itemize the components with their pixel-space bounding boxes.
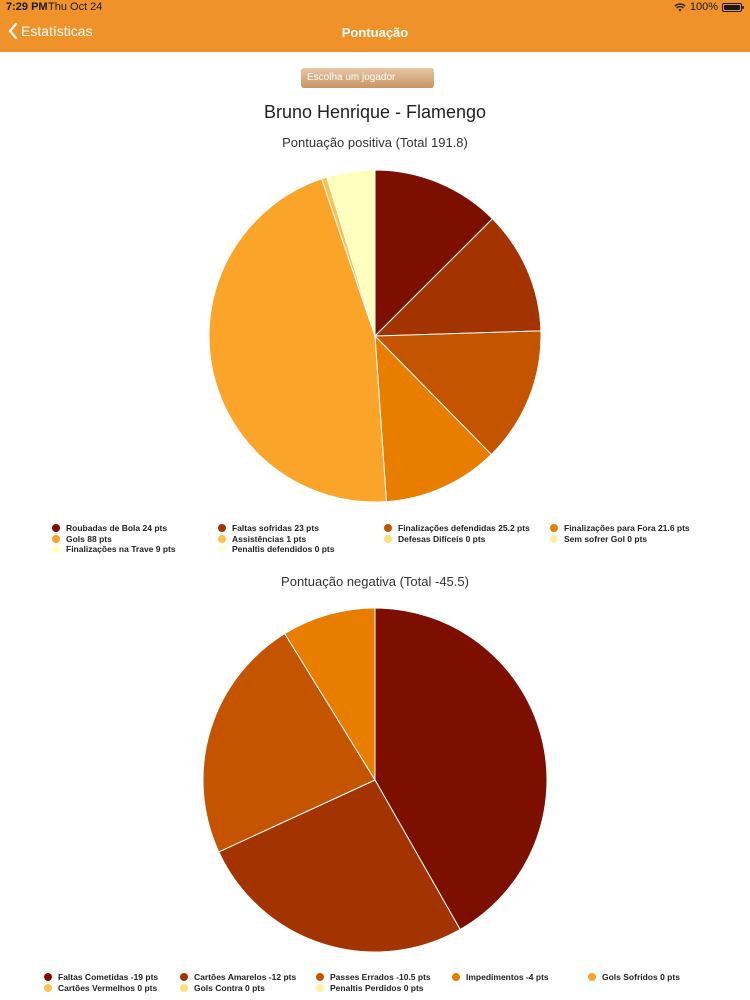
positive-legend-item: Gols 88 pts xyxy=(52,534,112,544)
negative-legend-swatch xyxy=(452,973,460,981)
positive-legend-item: Faltas sofridas 23 pts xyxy=(218,523,319,533)
positive-legend-label: Sem sofrer Gol 0 pts xyxy=(564,533,648,544)
positive-legend-item: Assistências 1 pts xyxy=(218,534,306,544)
negative-slice-2 xyxy=(202,632,376,853)
negative-slice-3 xyxy=(284,607,376,782)
positive-legend-item: Defesas Difíceis 0 pts xyxy=(384,534,485,544)
page-title: Pontuação xyxy=(341,25,409,40)
negative-legend-item: Faltas Cometidas -19 pts xyxy=(44,972,158,982)
positive-legend-item: Finalizações defendidas 25.2 pts xyxy=(384,523,530,533)
positive-legend-label: Penaltis defendidos 0 pts xyxy=(232,544,335,554)
positive-legend-item: Finalizações para Fora 21.6 pts xyxy=(550,523,690,533)
positive-slice-4 xyxy=(208,178,387,503)
positive-legend-swatch xyxy=(384,524,392,532)
negative-legend-label: Cartões Amarelos -12 pts xyxy=(194,972,297,982)
positive-slice-2 xyxy=(373,330,542,456)
positive-legend-swatch xyxy=(384,534,392,543)
positive-slice-3 xyxy=(374,334,493,503)
player-title: Bruno Henrique - Flamengo xyxy=(263,102,487,122)
positive-legend-item: Penaltis defendidos 0 pts xyxy=(218,544,335,554)
positive-legend-label: Finalizações defendidas 25.2 pts xyxy=(398,523,530,533)
positive-legend-label: Faltas sofridas 23 pts xyxy=(232,523,319,533)
negative-legend-label: Penaltis Perdidos 0 pts xyxy=(330,983,424,993)
negative-legend-item: Gols Contra 0 pts xyxy=(180,983,265,993)
positive-legend-label: Gols 88 pts xyxy=(66,533,112,544)
wifi-icon xyxy=(674,2,686,11)
negative-legend-item: Cartões Vermelhos 0 pts xyxy=(44,983,157,993)
positive-legend-label: Defesas Difíceis 0 pts xyxy=(398,533,486,544)
negative-legend-swatch xyxy=(44,973,52,981)
positive-legend-item: Sem sofrer Gol 0 pts xyxy=(550,534,647,544)
positive-pie-chart xyxy=(208,169,542,503)
negative-legend-item: Passes Errados -10.5 pts xyxy=(316,972,431,982)
positive-legend-item: Finalizações na Trave 9 pts xyxy=(52,544,176,554)
chevron-left-icon xyxy=(8,23,18,39)
player-picker-button[interactable]: Escolha um jogador xyxy=(301,68,434,88)
status-date: Thu Oct 24 xyxy=(48,1,103,13)
positive-legend-swatch xyxy=(218,534,226,543)
negative-legend-swatch xyxy=(316,973,324,981)
negative-legend-item: Gols Sofridos 0 pts xyxy=(588,972,680,982)
positive-legend-label: Roubadas de Bola 24 pts xyxy=(66,523,168,533)
positive-legend-label: Assistências 1 pts xyxy=(232,533,307,544)
negative-legend-swatch xyxy=(588,973,596,981)
negative-legend-label: Passes Errados -10.5 pts xyxy=(330,972,431,982)
top-bar: 7:29 PM Thu Oct 24 100% Estatísticas Pon… xyxy=(0,0,750,52)
positive-legend-swatch xyxy=(52,545,60,553)
negative-slice-0 xyxy=(374,607,548,931)
navigation-bar: Estatísticas Pontuação xyxy=(0,14,750,52)
negative-legend-item: Cartões Amarelos -12 pts xyxy=(180,972,296,982)
positive-slice-0 xyxy=(374,169,494,338)
negative-legend-label: Impedimentos -4 pts xyxy=(466,972,549,982)
negative-legend-item: Impedimentos -4 pts xyxy=(452,972,549,982)
positive-legend-swatch xyxy=(52,524,60,532)
positive-chart-title: Pontuação positiva (Total 191.8) xyxy=(282,135,468,150)
back-button-label: Estatísticas xyxy=(21,23,93,39)
status-time: 7:29 PM xyxy=(6,1,48,13)
negative-pie-chart xyxy=(202,607,548,953)
negative-slice-1 xyxy=(218,779,461,953)
negative-legend-swatch xyxy=(316,984,324,992)
positive-slice-1 xyxy=(373,218,542,337)
positive-slice-8 xyxy=(326,169,376,337)
negative-chart-title: Pontuação negativa (Total -45.5) xyxy=(281,574,469,589)
negative-legend-label: Faltas Cometidas -19 pts xyxy=(58,972,159,982)
negative-legend-swatch xyxy=(180,984,188,992)
negative-legend-swatch xyxy=(44,984,52,992)
negative-legend-label: Gols Sofridos 0 pts xyxy=(602,972,680,982)
positive-legend-swatch xyxy=(550,524,558,532)
negative-legend-label: Gols Contra 0 pts xyxy=(194,983,265,993)
positive-legend-swatch xyxy=(218,545,226,553)
positive-legend-label: Finalizações para Fora 21.6 pts xyxy=(564,523,690,533)
negative-legend-item: Penaltis Perdidos 0 pts xyxy=(316,983,424,993)
status-bar: 7:29 PM Thu Oct 24 100% xyxy=(0,0,750,14)
battery-percent: 100% xyxy=(689,1,718,13)
battery-icon xyxy=(722,2,744,12)
positive-legend-label: Finalizações na Trave 9 pts xyxy=(66,544,176,554)
positive-legend-swatch xyxy=(52,534,60,543)
positive-legend-swatch xyxy=(550,534,558,543)
negative-legend-label: Cartões Vermelhos 0 pts xyxy=(58,983,158,993)
positive-legend-swatch xyxy=(218,524,226,532)
back-button[interactable]: Estatísticas xyxy=(8,23,93,39)
negative-legend-swatch xyxy=(180,973,188,981)
positive-legend-item: Roubadas de Bola 24 pts xyxy=(52,523,167,533)
